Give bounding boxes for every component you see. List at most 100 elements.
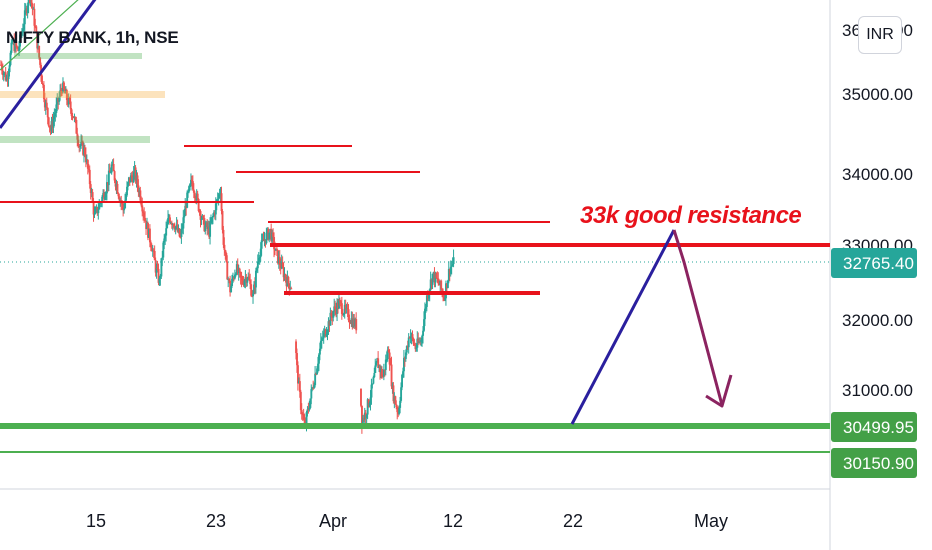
candle-body[interactable] bbox=[188, 186, 191, 192]
candle-body[interactable] bbox=[314, 373, 317, 386]
candle-body[interactable] bbox=[392, 385, 395, 402]
candle-body[interactable] bbox=[233, 274, 236, 279]
candle-body[interactable] bbox=[349, 322, 352, 324]
candle-body[interactable] bbox=[352, 318, 355, 328]
candle-body[interactable] bbox=[368, 402, 371, 406]
candle-body[interactable] bbox=[255, 268, 258, 271]
candle-body[interactable] bbox=[226, 261, 229, 280]
candle-body[interactable] bbox=[306, 409, 309, 413]
candle-body[interactable] bbox=[21, 29, 24, 32]
candle-body[interactable] bbox=[374, 365, 377, 373]
candle-body[interactable] bbox=[129, 175, 132, 183]
candle-body[interactable] bbox=[309, 398, 312, 408]
candle-body[interactable] bbox=[186, 192, 189, 208]
candle-body[interactable] bbox=[171, 223, 174, 225]
candle-body[interactable] bbox=[256, 261, 259, 269]
candle-body[interactable] bbox=[237, 268, 240, 273]
candle-body[interactable] bbox=[12, 40, 15, 43]
candle-body[interactable] bbox=[409, 336, 412, 338]
candle-body[interactable] bbox=[313, 385, 316, 388]
candle-body[interactable] bbox=[113, 171, 116, 181]
candle-body[interactable] bbox=[421, 335, 424, 340]
candle-body[interactable] bbox=[431, 273, 434, 285]
candle-body[interactable] bbox=[320, 338, 323, 341]
candle-body[interactable] bbox=[250, 284, 253, 296]
projection-arrow[interactable] bbox=[672, 229, 724, 406]
candle-body[interactable] bbox=[25, 8, 28, 13]
candle-body[interactable] bbox=[6, 78, 9, 80]
candle-body[interactable] bbox=[212, 215, 214, 218]
candle-body[interactable] bbox=[72, 116, 75, 118]
candle-body[interactable] bbox=[348, 320, 351, 323]
candle-body[interactable] bbox=[109, 172, 112, 174]
candle-body[interactable] bbox=[94, 209, 97, 214]
candle-body[interactable] bbox=[70, 109, 73, 117]
candle-body[interactable] bbox=[389, 364, 392, 366]
candle-body[interactable] bbox=[87, 168, 90, 170]
candle-body[interactable] bbox=[193, 192, 196, 199]
candle-body[interactable] bbox=[149, 242, 152, 248]
candle-body[interactable] bbox=[437, 278, 440, 283]
candle-body[interactable] bbox=[413, 343, 416, 345]
candle-body[interactable] bbox=[338, 300, 340, 309]
candle-body[interactable] bbox=[63, 89, 66, 94]
candle-body[interactable] bbox=[164, 235, 167, 239]
candle-body[interactable] bbox=[452, 257, 455, 265]
candle-body[interactable] bbox=[84, 154, 87, 163]
candle-body[interactable] bbox=[323, 329, 326, 333]
candle-body[interactable] bbox=[209, 222, 212, 237]
candle-body[interactable] bbox=[165, 228, 168, 236]
candle-body[interactable] bbox=[106, 182, 108, 194]
candle-body[interactable] bbox=[339, 300, 341, 302]
candle-body[interactable] bbox=[412, 338, 415, 344]
candle-body[interactable] bbox=[177, 228, 180, 232]
candle-body[interactable] bbox=[316, 368, 319, 375]
candle-body[interactable] bbox=[79, 145, 82, 147]
candle-body[interactable] bbox=[91, 192, 94, 202]
candle-body[interactable] bbox=[280, 262, 283, 269]
candle-body[interactable] bbox=[381, 368, 383, 377]
candle-body[interactable] bbox=[116, 183, 119, 194]
candle-body[interactable] bbox=[290, 288, 293, 290]
candle-body[interactable] bbox=[361, 417, 364, 427]
candle-body[interactable] bbox=[299, 391, 302, 411]
candle-body[interactable] bbox=[430, 279, 433, 285]
candle-body[interactable] bbox=[141, 205, 144, 212]
candle-body[interactable] bbox=[450, 265, 453, 267]
candle-body[interactable] bbox=[119, 200, 122, 202]
candle-body[interactable] bbox=[380, 368, 382, 373]
candle-body[interactable] bbox=[92, 201, 95, 215]
candle-body[interactable] bbox=[58, 96, 61, 102]
candle-body[interactable] bbox=[244, 277, 247, 281]
candle-body[interactable] bbox=[142, 211, 145, 214]
candle-body[interactable] bbox=[69, 101, 72, 110]
candle-body[interactable] bbox=[66, 100, 69, 105]
candle-body[interactable] bbox=[117, 193, 120, 197]
candle-body[interactable] bbox=[118, 196, 121, 201]
trend-line-up[interactable] bbox=[570, 229, 676, 425]
candle-body[interactable] bbox=[187, 191, 190, 193]
candle-body[interactable] bbox=[243, 280, 246, 286]
candle-body[interactable] bbox=[11, 42, 14, 44]
candle-body[interactable] bbox=[379, 365, 382, 373]
candle-body[interactable] bbox=[127, 182, 129, 187]
candle-body[interactable] bbox=[158, 278, 161, 283]
candle-body[interactable] bbox=[98, 203, 101, 210]
candle-body[interactable] bbox=[63, 82, 65, 90]
candle-body[interactable] bbox=[370, 384, 373, 398]
candle-body[interactable] bbox=[277, 256, 280, 264]
candle-body[interactable] bbox=[445, 283, 447, 299]
resistance-annotation[interactable]: 33k good resistance bbox=[580, 202, 802, 229]
candle-body[interactable] bbox=[71, 116, 74, 118]
candle-body[interactable] bbox=[382, 376, 384, 378]
candle-body[interactable] bbox=[49, 127, 52, 131]
candle-body[interactable] bbox=[408, 337, 411, 339]
candle-body[interactable] bbox=[1, 70, 4, 76]
candle-body[interactable] bbox=[388, 352, 391, 365]
candle-body[interactable] bbox=[418, 341, 421, 343]
candle-body[interactable] bbox=[447, 268, 450, 281]
candle-body[interactable] bbox=[148, 228, 151, 243]
candle-body[interactable] bbox=[53, 116, 56, 120]
candle-body[interactable] bbox=[345, 308, 348, 310]
trend-line-channel-upper[interactable] bbox=[0, 0, 80, 71]
